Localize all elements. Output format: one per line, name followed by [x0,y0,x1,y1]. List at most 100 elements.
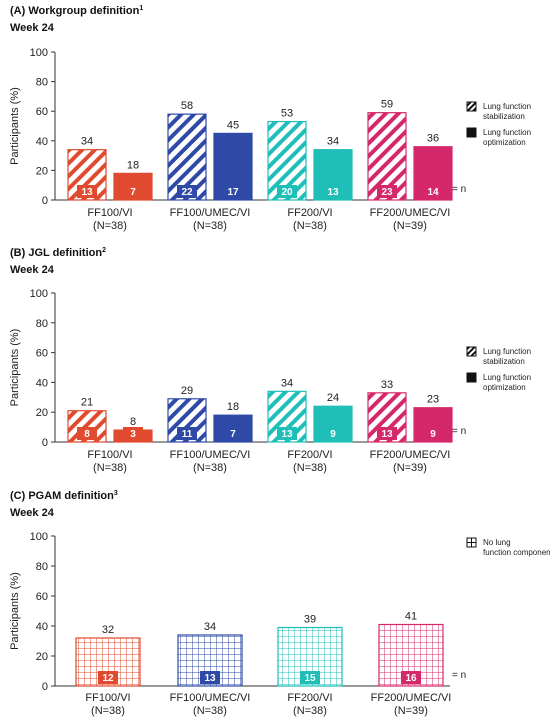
legend-label: Lung function optimization [483,128,531,147]
n-count-box [200,671,220,684]
n-count-box [223,427,243,440]
legend-swatch [466,101,477,112]
x-category-label: FF100/UMEC/VI (N=38) [170,692,251,717]
n-count-box [98,671,118,684]
n-count-label: 9 [330,429,336,440]
x-category-label: FF200/VI (N=38) [287,449,332,474]
bar-value-label: 23 [427,394,439,406]
y-tick-label: 20 [36,165,48,177]
legend-label: Lung function stabilization [483,347,531,366]
bar-value-label: 34 [327,136,339,148]
legend-label: Lung function optimization [483,373,531,392]
bar-value-label: 33 [381,379,393,391]
n-count-box [401,671,421,684]
n-count-box [377,185,397,198]
bar-value-label: 41 [405,611,417,623]
y-tick-label: 20 [36,407,48,419]
y-tick-label: 0 [42,681,48,693]
bar-value-label: 59 [381,99,393,111]
bar-value-label: 21 [81,397,93,409]
bar-value-label: 34 [281,377,293,389]
y-axis-label: Participants (%) [9,87,21,165]
n-count-box [77,427,97,440]
n-count-label: 3 [130,429,136,440]
bar [67,410,107,443]
panel-title: (C) PGAM definition3 [10,490,118,502]
panel-b: (B) JGL definition2 Week 24 0 20 40 60 80 100 Pa… [9,247,531,474]
y-axis-label: Participants (%) [9,572,21,650]
y-tick-label: 40 [36,377,48,389]
legend-swatch [466,346,477,357]
legend-label: No lung function component [483,538,550,557]
x-category-label: FF200/UMEC/VI (N=39) [371,692,452,717]
n-count-label: 13 [81,187,93,198]
bar-value-label: 53 [281,108,293,120]
n-count-label: 13 [327,187,339,198]
legend-label: Lung function stabilization [483,102,531,121]
n-count-label: 7 [230,429,236,440]
panel-a: (A) Workgroup definition1 Week 24 0 20 40 60 8… [9,5,531,232]
n-count-label: 17 [227,187,239,198]
n-count-label: 14 [427,187,439,198]
n-count-label: 15 [304,673,316,684]
legend-swatch [466,127,477,138]
y-tick-label: 40 [36,136,48,148]
n-count-box [423,427,443,440]
y-axis-label: Participants (%) [9,329,21,407]
bar-value-label: 34 [81,136,93,148]
n-count-box [123,427,143,440]
n-count-label: 8 [84,429,90,440]
n-count-label: 13 [281,429,293,440]
bar-value-label: 34 [204,621,216,633]
y-tick-label: 20 [36,651,48,663]
x-category-label: FF200/UMEC/VI (N=39) [370,449,451,474]
y-tick-label: 0 [42,195,48,207]
bar-value-label: 36 [427,133,439,145]
bar-value-label: 24 [327,392,339,404]
panel-subtitle: Week 24 [10,264,55,276]
x-category-label: FF100/UMEC/VI (N=38) [170,207,251,232]
x-category-label: FF100/VI (N=38) [87,449,132,474]
bar-value-label: 18 [227,401,239,413]
bar-value-label: 29 [181,385,193,397]
n-equals-label: = n [452,670,466,681]
x-category-label: FF100/UMEC/VI (N=38) [170,449,251,474]
n-count-label: 22 [181,187,193,198]
n-count-box [223,185,243,198]
y-tick-label: 100 [30,531,48,543]
bar [277,626,343,687]
bar-value-label: 18 [127,159,139,171]
panel-subtitle: Week 24 [10,507,55,519]
n-count-label: 23 [381,187,393,198]
x-category-label: FF100/VI (N=38) [87,207,132,232]
x-category-label: FF200/VI (N=38) [287,692,332,717]
n-count-box [177,185,197,198]
n-equals-label: = n [452,184,466,195]
bar-value-label: 32 [102,624,114,636]
panel-c: (C) PGAM definition3 Week 24 0 20 40 60 80 100 P… [9,490,550,717]
x-category-label: FF200/VI (N=38) [287,207,332,232]
y-tick-label: 80 [36,318,48,330]
legend-swatch-grid [467,538,476,547]
n-count-label: 20 [281,187,293,198]
bar-value-label: 45 [227,119,239,131]
y-tick-label: 60 [36,106,48,118]
n-count-box [423,185,443,198]
n-count-box [323,427,343,440]
y-tick-label: 0 [42,437,48,449]
n-count-box [277,185,297,198]
bar-value-label: 58 [181,100,193,112]
n-count-label: 12 [102,673,114,684]
y-tick-label: 40 [36,621,48,633]
y-tick-label: 80 [36,561,48,573]
n-count-label: 11 [182,429,193,440]
n-count-label: 13 [381,429,393,440]
n-count-label: 7 [130,187,136,198]
n-count-box [177,427,197,440]
x-category-label: FF100/VI (N=38) [85,692,130,717]
n-count-label: 9 [430,429,436,440]
n-count-box [323,185,343,198]
bar-value-label: 8 [130,416,136,428]
n-count-box [377,427,397,440]
y-tick-label: 60 [36,348,48,360]
